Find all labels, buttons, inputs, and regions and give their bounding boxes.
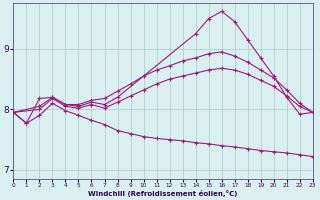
X-axis label: Windchill (Refroidissement éolien,°C): Windchill (Refroidissement éolien,°C) xyxy=(88,190,238,197)
